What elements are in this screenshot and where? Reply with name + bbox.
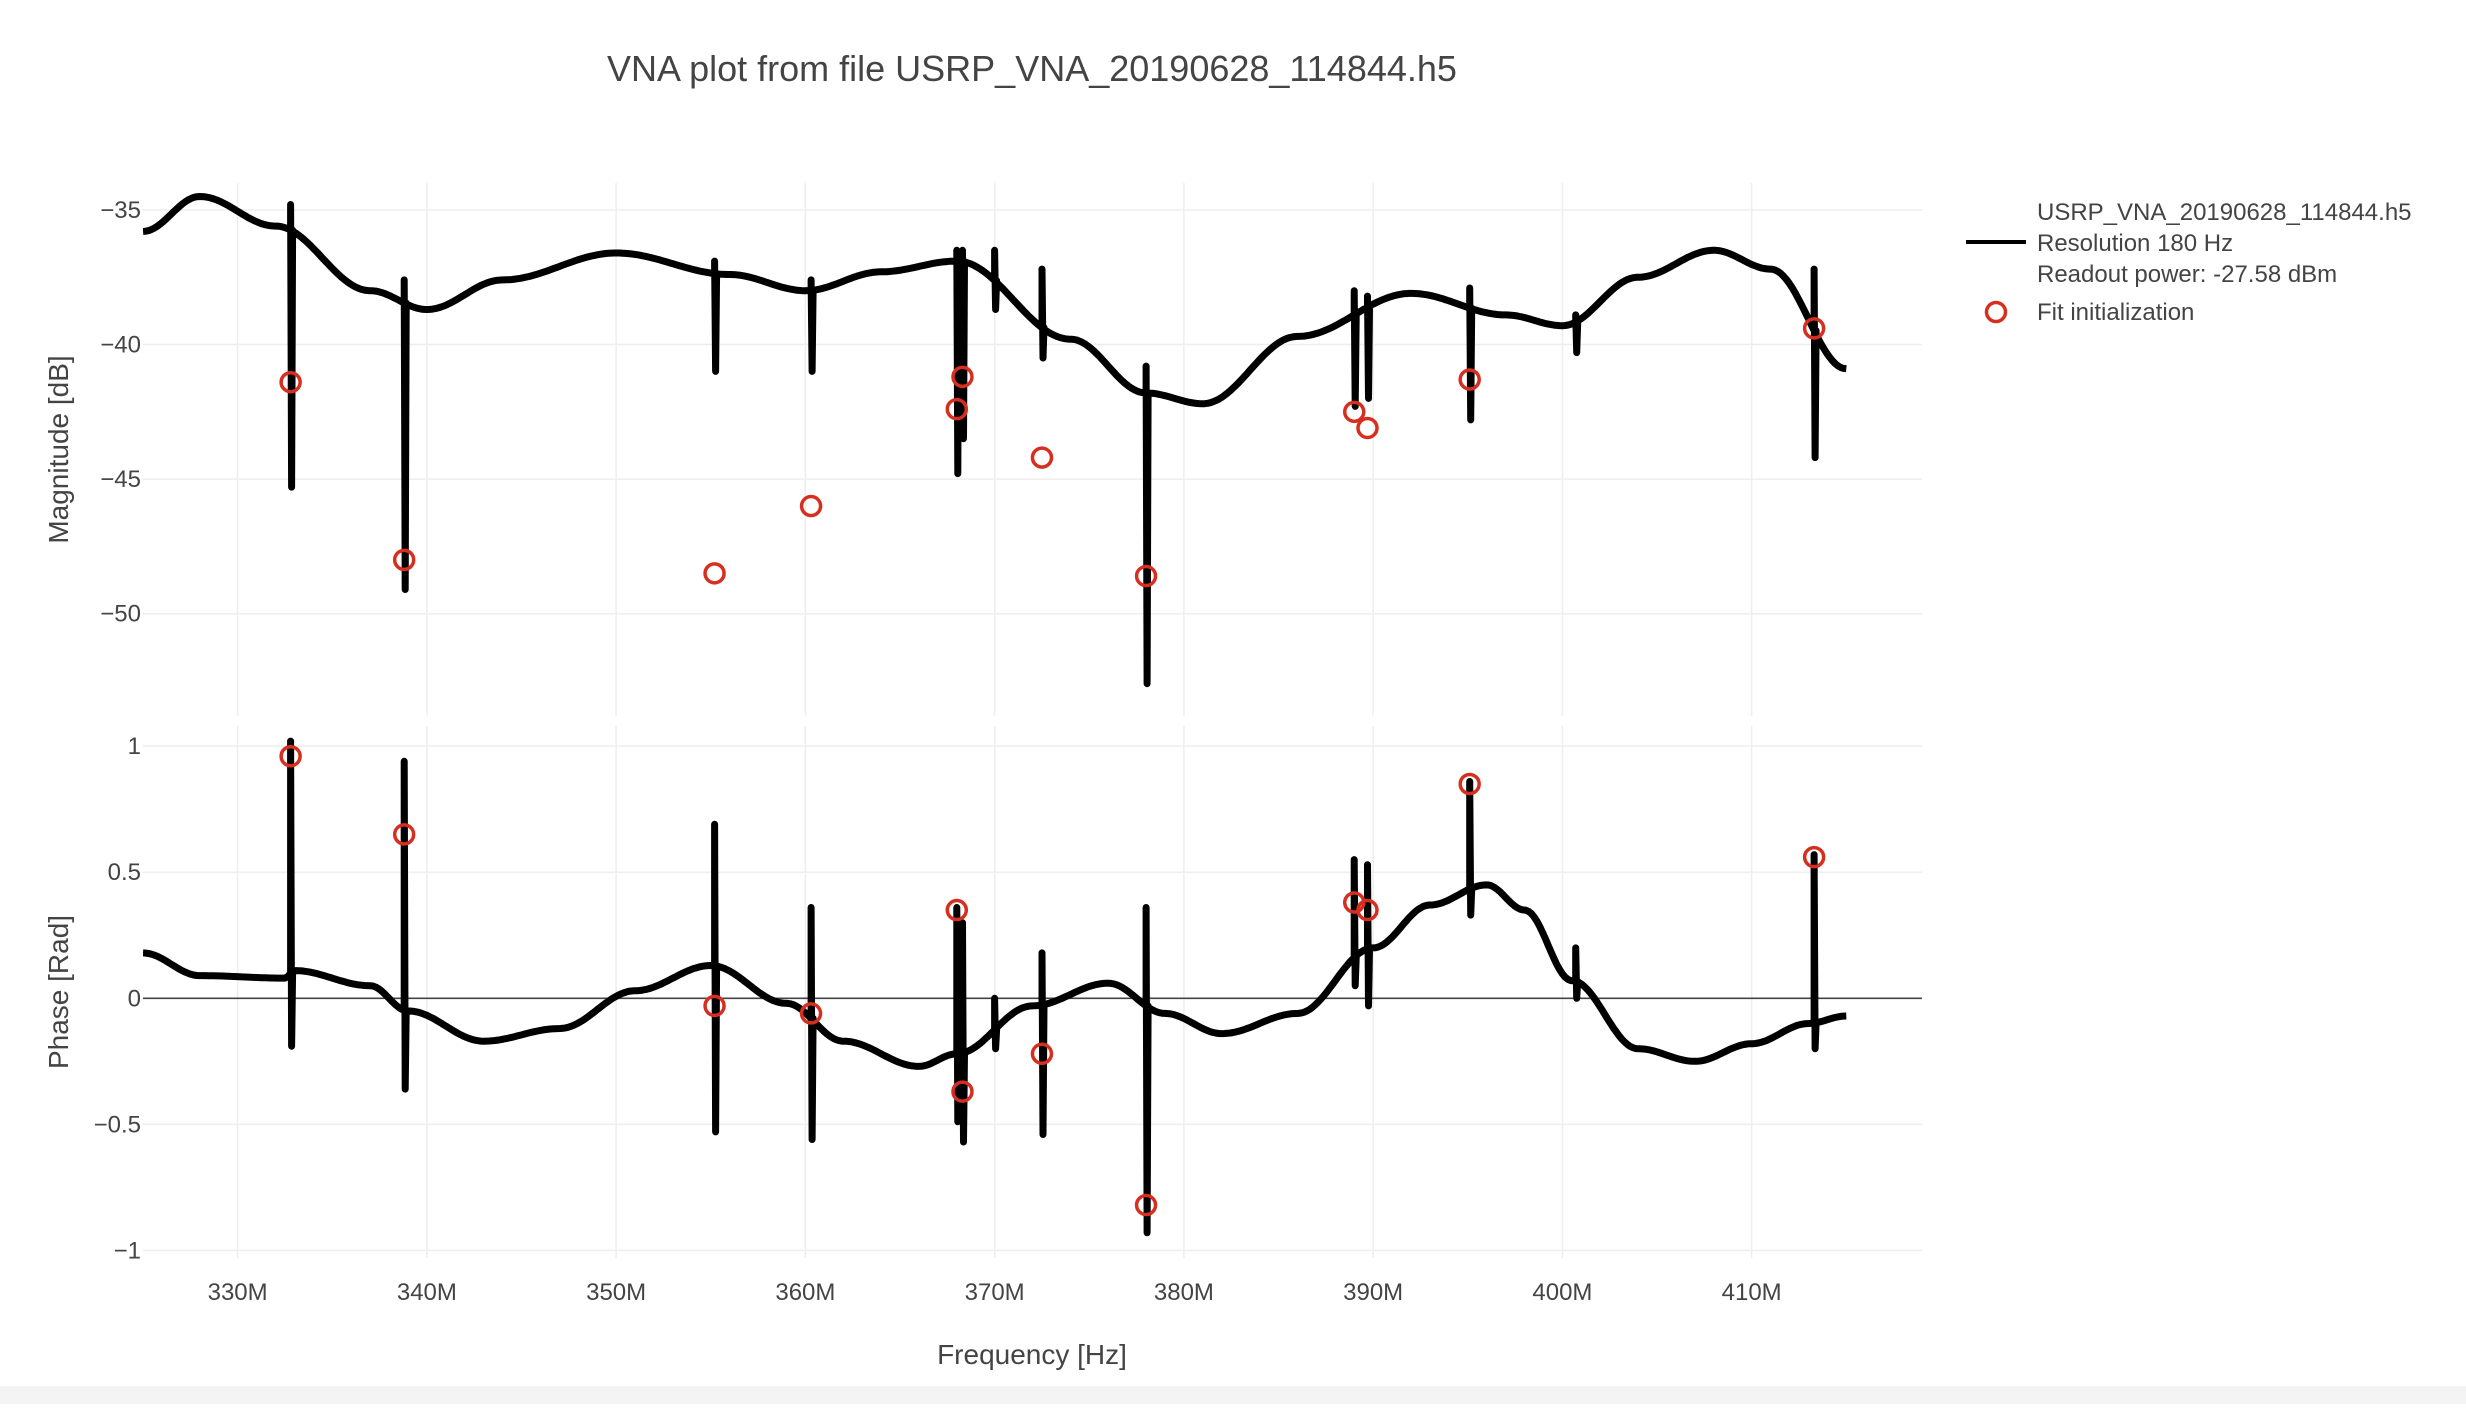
phase-fit-marker <box>1802 845 1826 869</box>
magnitude-fit-marker <box>392 548 416 572</box>
magnitude-fit-marker <box>799 494 823 518</box>
phase-y-tick-label: −1 <box>114 1237 141 1264</box>
phase-fit-marker <box>279 745 302 768</box>
phase-y-tick-label: −0.5 <box>94 1111 141 1138</box>
bottom-edge-strip <box>0 1386 2466 1404</box>
magnitude-fit-marker <box>1030 446 1054 469</box>
chart-title: VNA plot from file USRP_VNA_20190628_114… <box>607 48 1457 89</box>
phase-fit-marker <box>1134 1193 1158 1217</box>
magnitude-fit-marker <box>1802 317 1826 340</box>
phase-fit-marker <box>1356 898 1379 922</box>
phase-y-tick-label: 0.5 <box>108 859 141 886</box>
phase-fit-marker <box>945 898 969 922</box>
x-tick-label: 410M <box>1722 1279 1782 1306</box>
x-tick-label: 360M <box>775 1279 835 1306</box>
x-axis-label: Frequency [Hz] <box>937 1339 1127 1370</box>
phase-trace <box>143 737 1847 1237</box>
x-tick-label: 330M <box>208 1279 268 1306</box>
x-tick-label: 370M <box>965 1279 1025 1306</box>
magnitude-fit-marker <box>1458 368 1481 391</box>
magnitude-panel: −35 −40 −45 −50 Magnitude [dB] <box>43 183 1922 716</box>
magnitude-fit-marker <box>703 562 726 585</box>
legend-line-label: Resolution 180 Hz <box>2037 230 2233 257</box>
magnitude-fit-marker <box>945 397 969 421</box>
magnitude-fit-marker <box>951 365 974 389</box>
phase-fit-marker <box>392 823 416 846</box>
magnitude-y-tick-label: −50 <box>100 601 141 628</box>
magnitude-fit-marker <box>279 370 302 394</box>
magnitude-y-axis-label: Magnitude [dB] <box>43 355 74 543</box>
legend-marker-label: Fit initialization <box>2037 299 2194 326</box>
legend-line-label: Readout power: -27.58 dBm <box>2037 261 2337 288</box>
phase-y-axis-label: Phase [Rad] <box>43 915 74 1069</box>
phase-fit-marker <box>799 1002 823 1025</box>
phase-fit-marker <box>703 994 726 1018</box>
phase-fit-marker <box>1458 772 1481 796</box>
magnitude-data-layer <box>143 193 1847 688</box>
magnitude-fit-marker <box>1342 400 1366 424</box>
magnitude-y-tick-label: −40 <box>100 332 141 359</box>
legend: USRP_VNA_20190628_114844.h5 Resolution 18… <box>1966 199 2412 326</box>
x-tick-label: 340M <box>397 1279 457 1306</box>
phase-fit-marker <box>1030 1042 1054 1066</box>
phase-fit-marker <box>951 1080 974 1103</box>
magnitude-y-tick-label: −35 <box>100 197 141 224</box>
x-tick-label: 380M <box>1154 1279 1214 1306</box>
magnitude-fit-marker <box>1356 416 1379 440</box>
x-tick-label: 400M <box>1532 1279 1592 1306</box>
x-tick-label: 350M <box>586 1279 646 1306</box>
legend-line-label: USRP_VNA_20190628_114844.h5 <box>2037 199 2412 226</box>
phase-y-tick-label: 0 <box>128 985 141 1012</box>
magnitude-y-tick-label: −45 <box>100 466 141 493</box>
phase-panel: 330M 340M 350M 360M 370M 380M 390M 400M 410M 1 0.5… <box>43 726 1922 1306</box>
phase-data-layer <box>143 737 1847 1237</box>
x-tick-label: 390M <box>1343 1279 1403 1306</box>
phase-y-tick-label: 1 <box>128 733 141 760</box>
magnitude-trace <box>143 193 1847 688</box>
magnitude-fit-marker <box>1134 564 1158 588</box>
legend-marker-swatch <box>1984 300 2008 324</box>
